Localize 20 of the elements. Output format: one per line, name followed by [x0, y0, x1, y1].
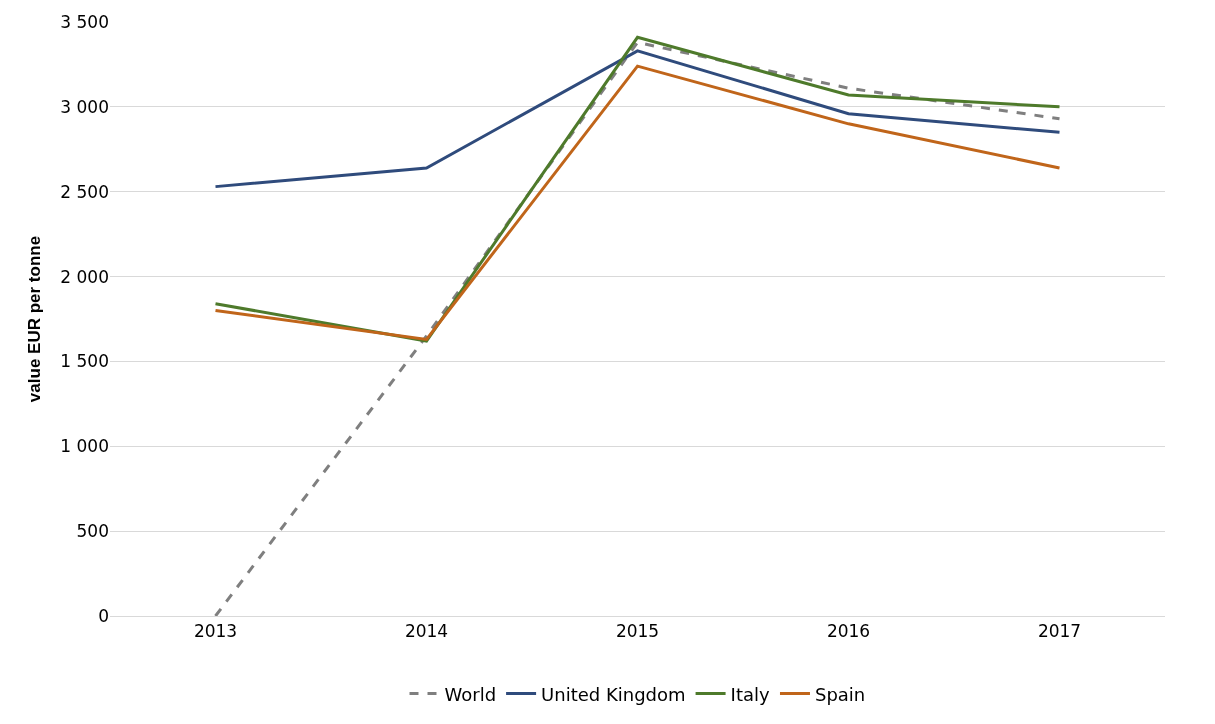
- legend-label: Spain: [814, 683, 866, 705]
- x-tick-label: 2015: [615, 621, 660, 642]
- x-tick-label: 2014: [404, 621, 449, 642]
- y-tick-label: 1 000: [60, 436, 109, 457]
- y-tick-label: 1 500: [60, 351, 109, 372]
- legend-label: Italy: [730, 683, 770, 705]
- y-tick-label: 0: [98, 605, 109, 626]
- y-axis-title: value EUR per tonne: [24, 235, 44, 403]
- y-tick-label: 500: [76, 521, 109, 542]
- x-tick-label: 2016: [826, 621, 871, 642]
- y-tick-label: 2 000: [60, 266, 109, 287]
- y-tick-label: 3 500: [60, 11, 109, 32]
- y-tick-label: 2 500: [60, 181, 109, 202]
- y-tick-label: 3 000: [60, 96, 109, 117]
- line-series: [214, 49, 1061, 189]
- x-tick-label: 2017: [1037, 621, 1082, 642]
- x-tick-label: 2013: [193, 621, 238, 642]
- legend-label: World: [444, 683, 497, 705]
- legend-label: United Kingdom: [541, 683, 686, 705]
- line-series: [214, 40, 1061, 616]
